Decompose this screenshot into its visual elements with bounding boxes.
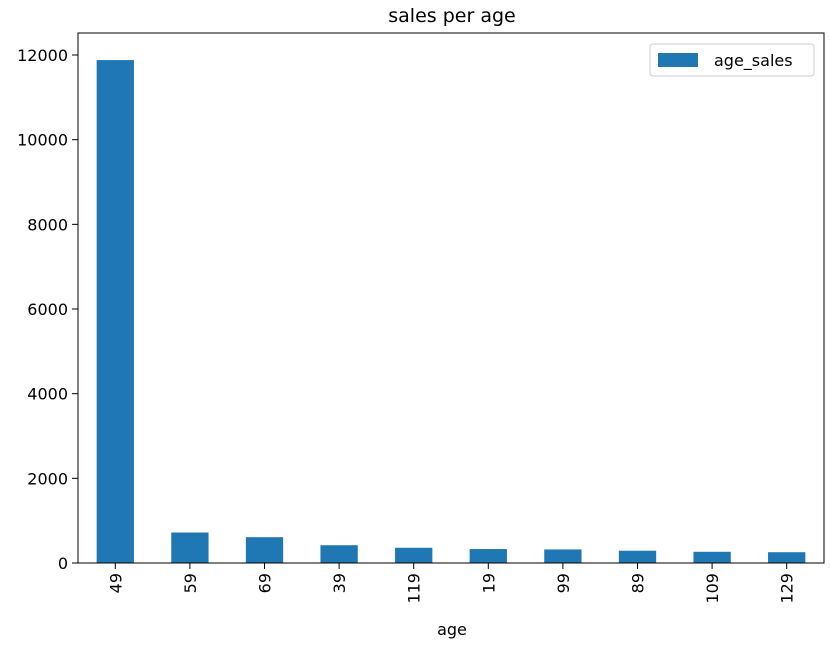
bars-layer — [96, 60, 806, 563]
bar-age-109 — [693, 551, 731, 563]
chart-title: sales per age — [388, 5, 515, 27]
y-tick-label: 0 — [58, 554, 68, 573]
bar-age-49 — [96, 60, 134, 563]
x-tick-label: 109 — [703, 573, 722, 604]
bar-age-89 — [618, 550, 657, 563]
x-tick-label: 49 — [106, 573, 125, 593]
bar-age-59 — [171, 532, 209, 563]
legend-label: age_sales — [714, 51, 793, 71]
legend: age_sales — [649, 43, 815, 77]
bar-age-99 — [544, 549, 582, 563]
y-tick-label: 2000 — [27, 469, 68, 488]
bar-age-19 — [469, 549, 507, 563]
plot-frame — [77, 32, 825, 564]
y-tick-label: 8000 — [27, 215, 68, 234]
x-axis-label: age — [437, 620, 467, 639]
bar-age-69 — [245, 537, 284, 563]
x-tick-label: 59 — [181, 573, 200, 593]
y-tick-label: 6000 — [27, 300, 68, 319]
legend-swatch — [658, 53, 698, 67]
y-axis: 0 2000 4000 6000 8000 10000 12000 — [17, 46, 78, 573]
x-tick-label: 89 — [629, 573, 648, 593]
x-tick-label: 19 — [479, 573, 498, 593]
bar-age-119 — [395, 547, 433, 563]
x-axis: 49 59 69 39 119 19 99 89 109 129 — [106, 563, 797, 604]
y-tick-label: 4000 — [27, 385, 68, 404]
bar-age-129 — [768, 552, 806, 563]
x-tick-label: 69 — [256, 573, 275, 593]
x-tick-label: 129 — [778, 573, 797, 604]
x-tick-label: 39 — [330, 573, 349, 593]
y-tick-label: 12000 — [17, 46, 68, 65]
legend-box — [649, 43, 815, 77]
x-tick-label: 119 — [405, 573, 424, 604]
x-tick-label: 99 — [554, 573, 573, 593]
y-tick-label: 10000 — [17, 131, 68, 150]
bar-age-39 — [320, 545, 358, 563]
